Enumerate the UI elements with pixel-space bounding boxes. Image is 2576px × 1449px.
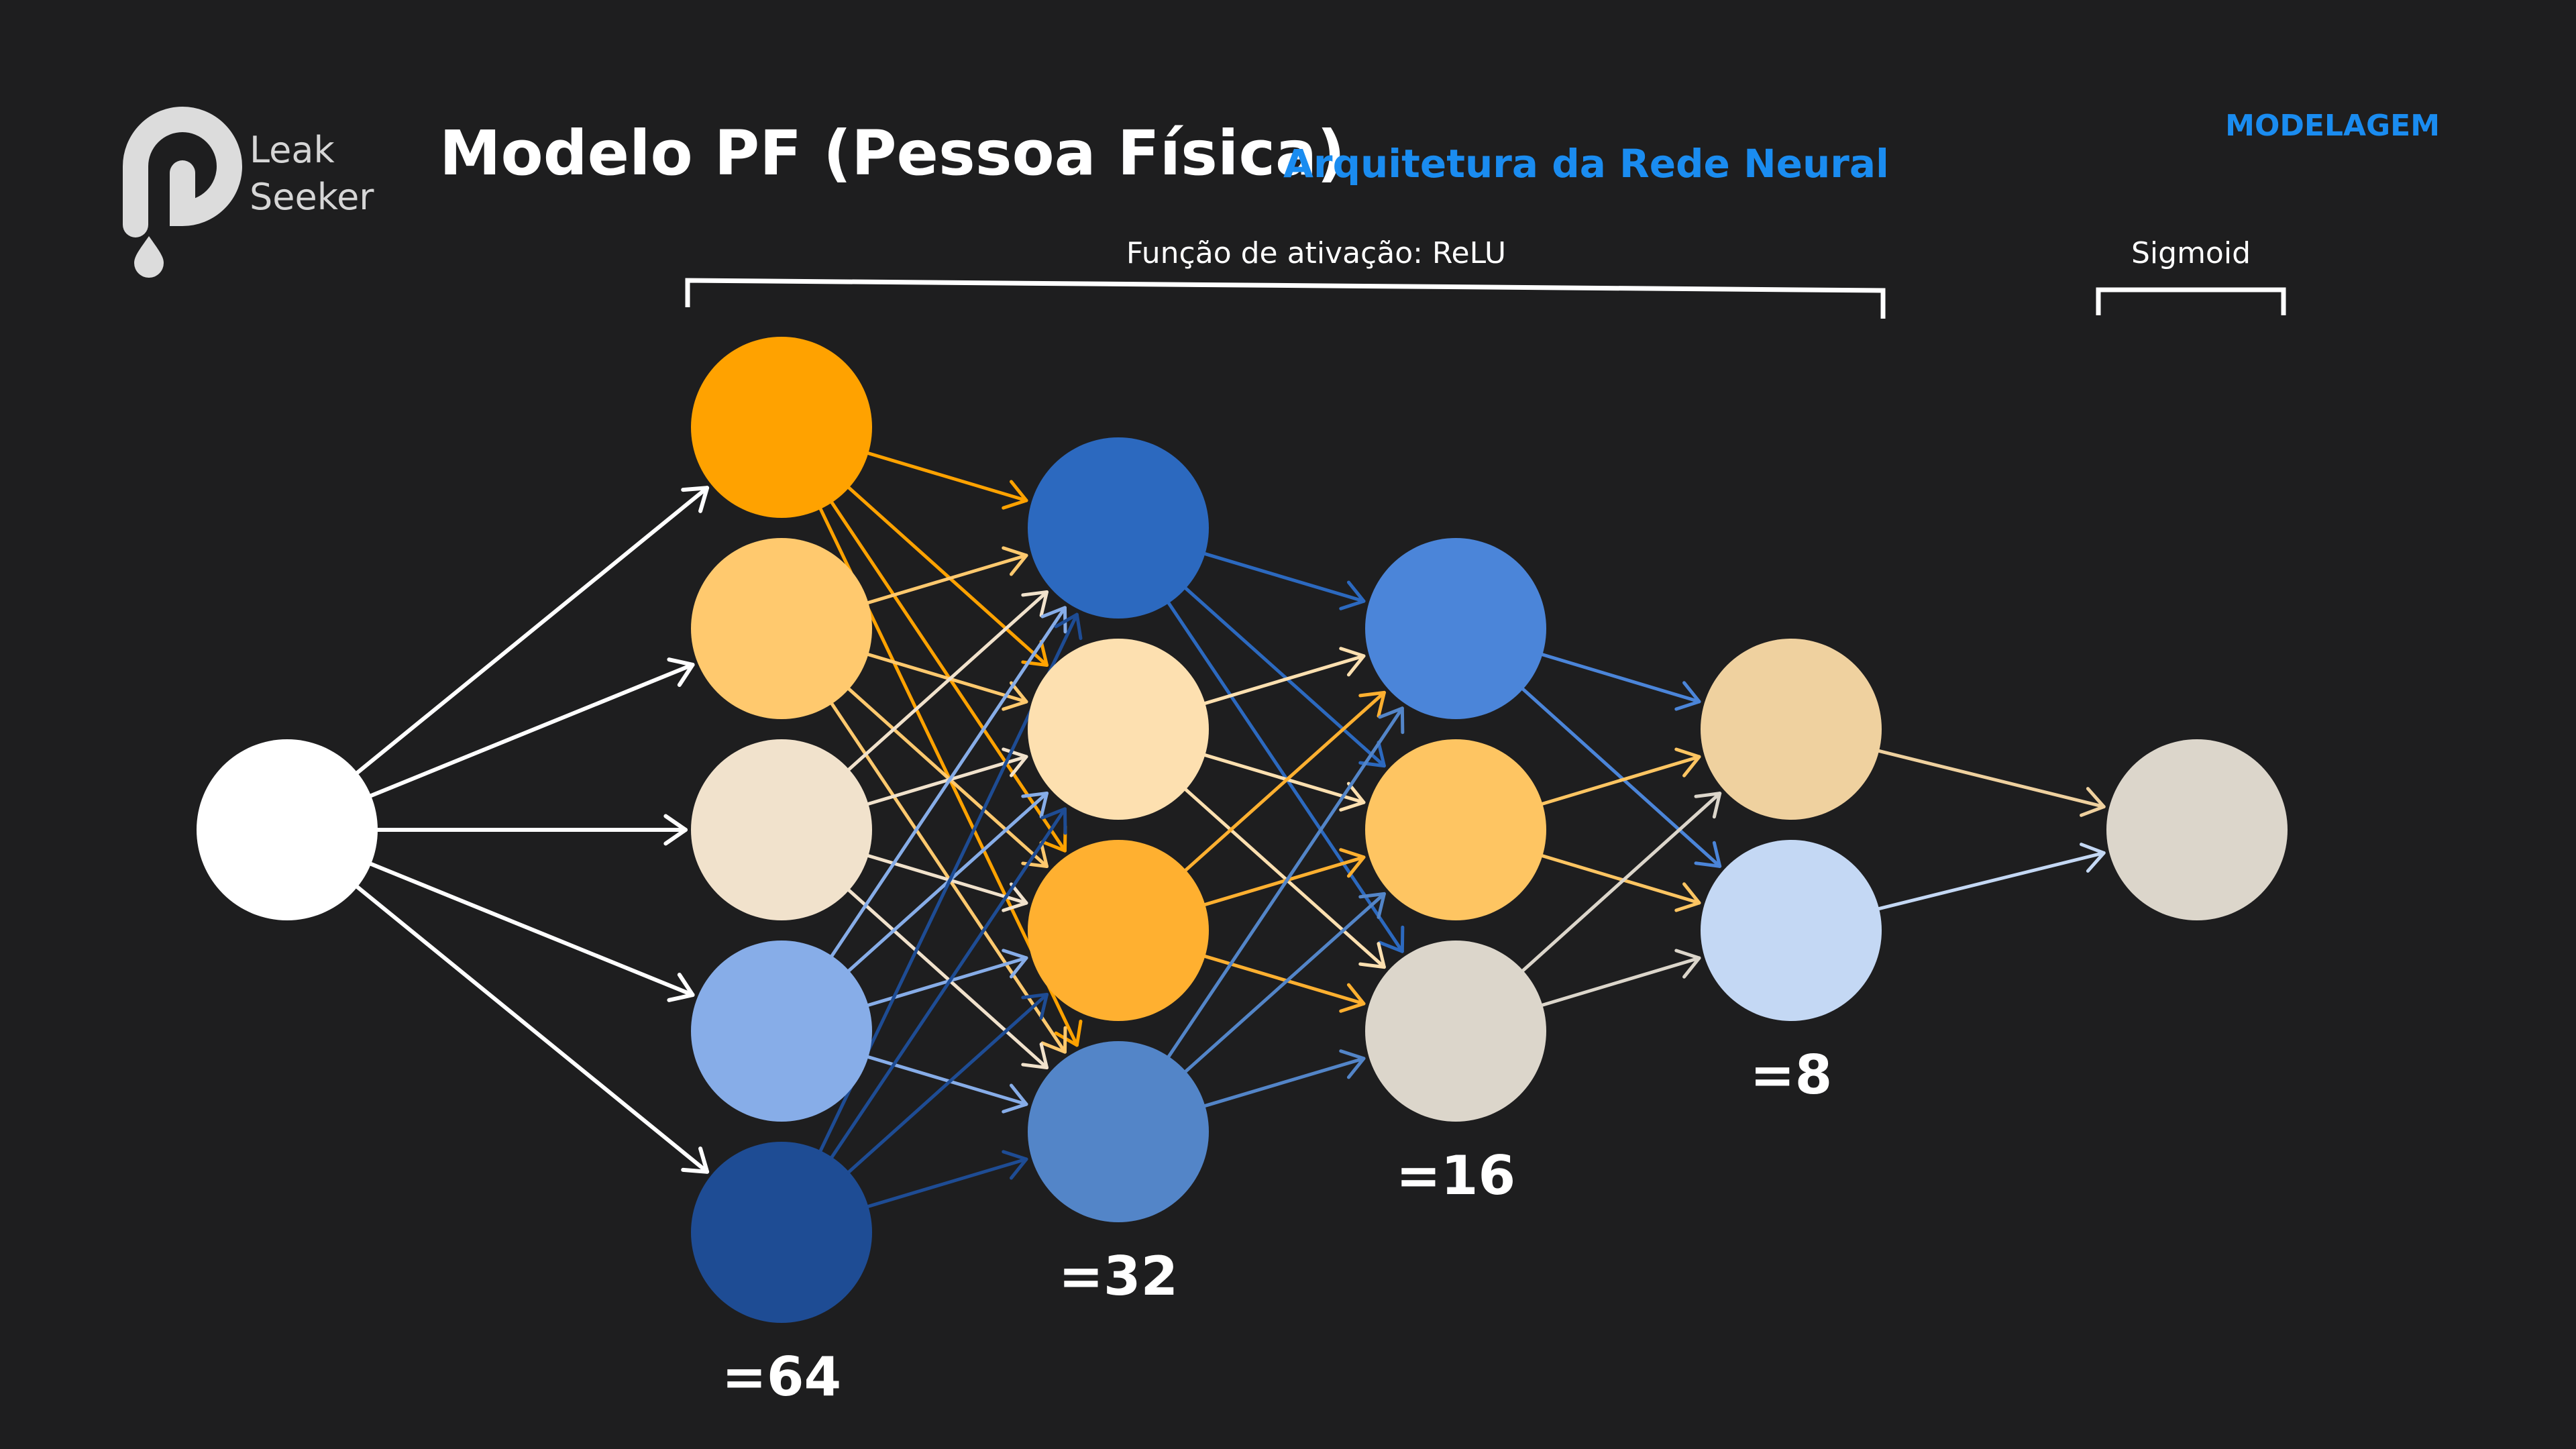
sigmoid-bracket: Sigmoid: [2096, 236, 2286, 315]
node-dense2-2: [1028, 840, 1209, 1021]
logo-text-leak: Leak: [250, 129, 335, 171]
connection-dense1-1-to-dense2-2: [847, 687, 1049, 869]
connection-dense1-4-to-dense2-1: [830, 807, 1067, 1159]
node-dense3-2: [1365, 941, 1546, 1122]
sigmoid-bracket-label: Sigmoid: [2131, 236, 2251, 270]
node-dense4-1: [1701, 840, 1882, 1021]
page-subtitle: Arquitetura da Rede Neural: [1283, 141, 1889, 186]
connection-dense2-3-to-dense3-1: [1184, 892, 1386, 1073]
connection-dense1-4-to-dense2-3: [866, 1150, 1028, 1208]
connection-dense3-1-to-dense4-0: [1540, 747, 1701, 806]
connection-dense2-1-to-dense3-1: [1203, 753, 1366, 812]
node-dense4-0: [1701, 639, 1882, 820]
node-dense2-0: [1028, 437, 1209, 619]
node-output-0: [2106, 739, 2288, 920]
connection-input-0-to-dense1-4: [355, 885, 710, 1174]
connection-dense1-2-to-dense2-3: [847, 888, 1049, 1070]
connection-dense1-0-to-dense2-1: [847, 486, 1049, 667]
connection-dense2-0-to-dense3-0: [1203, 552, 1366, 610]
relu-bracket: Função de ativação: ReLU: [685, 236, 1886, 319]
connection-dense2-0-to-dense3-1: [1184, 586, 1386, 768]
connection-input-0-to-dense1-2: [376, 814, 688, 846]
connection-dense1-2-to-dense2-0: [847, 590, 1049, 771]
logo: Leak Seeker: [123, 107, 374, 278]
connection-dense2-0-to-dense3-2: [1167, 601, 1405, 953]
node-dense2-1: [1028, 639, 1209, 820]
connection-input-0-to-dense1-3: [369, 861, 695, 1002]
connection-dense1-1-to-dense2-3: [830, 702, 1067, 1054]
connection-dense1-0-to-dense2-2: [830, 500, 1067, 853]
page-title: Modelo PF (Pessoa Física): [439, 117, 1345, 189]
connection-dense2-3-to-dense3-2: [1203, 1049, 1366, 1108]
connection-dense1-3-to-dense2-0: [830, 606, 1067, 958]
node-input-0: [197, 739, 378, 920]
layer-count-dense4: =8: [1750, 1044, 1833, 1106]
node-dense1-2: [691, 739, 872, 920]
section-label: MODELAGEM: [2225, 109, 2440, 143]
layer-counts: =64 =32 =16 =8: [722, 1044, 1833, 1408]
connection-dense2-1-to-dense3-2: [1184, 788, 1386, 969]
relu-bracket-label: Função de ativação: ReLU: [1126, 236, 1506, 270]
connection-dense1-4-to-dense2-2: [847, 992, 1049, 1174]
logo-text-seeker: Seeker: [250, 176, 374, 218]
node-dense2-3: [1028, 1041, 1209, 1222]
connection-input-0-to-dense1-1: [369, 657, 695, 798]
connection-input-0-to-dense1-0: [355, 486, 710, 775]
connection-dense1-0-to-dense2-0: [866, 451, 1028, 510]
connection-dense3-1-to-dense4-1: [1540, 854, 1701, 912]
connection-dense3-2-to-dense4-0: [1521, 792, 1722, 973]
node-dense1-1: [691, 538, 872, 719]
node-dense3-1: [1365, 739, 1546, 920]
connection-dense3-2-to-dense4-1: [1540, 949, 1701, 1007]
layer-count-dense1: =64: [722, 1346, 841, 1408]
logo-icon: [123, 107, 242, 278]
node-dense1-0: [691, 337, 872, 518]
connections: [355, 451, 2106, 1208]
connection-dense3-0-to-dense4-0: [1540, 653, 1701, 711]
connection-dense2-3-to-dense3-0: [1167, 706, 1405, 1059]
layer-count-dense2: =32: [1059, 1245, 1178, 1307]
connection-dense1-1-to-dense2-0: [866, 546, 1028, 604]
node-dense1-3: [691, 941, 872, 1122]
connection-dense2-1-to-dense3-0: [1203, 647, 1366, 705]
connection-dense4-0-to-output-0: [1877, 749, 2106, 817]
node-dense1-4: [691, 1142, 872, 1323]
connection-dense2-2-to-dense3-0: [1184, 690, 1386, 872]
node-dense3-0: [1365, 538, 1546, 719]
connection-dense2-2-to-dense3-1: [1203, 848, 1366, 906]
connection-dense1-1-to-dense2-1: [866, 653, 1028, 711]
nodes: [197, 337, 2288, 1323]
connection-dense4-1-to-output-0: [1877, 843, 2106, 911]
connection-dense3-0-to-dense4-1: [1521, 687, 1722, 868]
layer-count-dense3: =16: [1396, 1144, 1515, 1207]
